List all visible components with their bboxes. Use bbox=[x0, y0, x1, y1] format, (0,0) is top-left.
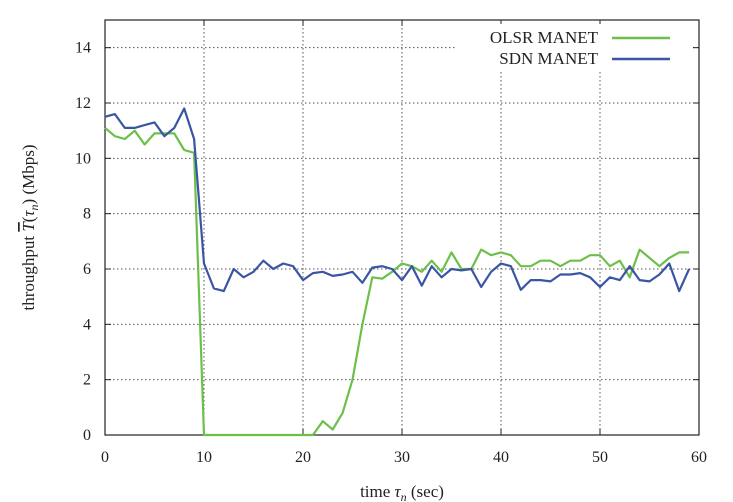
y-tick-label: 4 bbox=[83, 316, 91, 333]
y-title-unit: ) (Mbps) bbox=[19, 144, 38, 204]
axis-ticks: 0 10 20 30 40 50 60 0 2 4 6 8 10 12 14 bbox=[75, 20, 707, 466]
series-lines bbox=[104, 107, 691, 437]
legend: OLSR MANET SDN MANET bbox=[455, 24, 693, 72]
x-tick-label: 0 bbox=[101, 449, 109, 466]
series-line-olsr-manet bbox=[104, 127, 690, 437]
x-tick-label: 30 bbox=[394, 449, 410, 466]
y-axis-title: throughput T(τn) (Mbps) bbox=[19, 144, 41, 310]
y-tick-label: 10 bbox=[75, 150, 91, 167]
x-title-word: time bbox=[360, 482, 394, 501]
x-tick-label: 50 bbox=[592, 449, 608, 466]
x-title-tau: τ bbox=[395, 482, 402, 501]
x-tick-label: 60 bbox=[691, 449, 707, 466]
series-line-sdn-manet bbox=[104, 107, 691, 293]
legend-label-sdn-manet: SDN MANET bbox=[499, 49, 598, 68]
grid-lines bbox=[105, 20, 699, 435]
x-title-unit: (sec) bbox=[407, 482, 444, 501]
x-tick-label: 20 bbox=[295, 449, 311, 466]
y-title-tau: τ bbox=[19, 210, 38, 217]
y-tick-label: 2 bbox=[83, 372, 91, 389]
x-tick-label: 10 bbox=[196, 449, 212, 466]
y-tick-label: 8 bbox=[83, 206, 91, 223]
y-tick-label: 14 bbox=[75, 40, 91, 57]
y-title-t: T bbox=[19, 221, 38, 232]
legend-label-olsr-manet: OLSR MANET bbox=[490, 28, 599, 47]
legend-background bbox=[455, 24, 693, 72]
x-axis-title: time τn (sec) bbox=[360, 482, 444, 502]
y-tick-label: 0 bbox=[83, 427, 91, 444]
y-title-word: throughput bbox=[19, 232, 38, 311]
x-tick-label: 40 bbox=[493, 449, 509, 466]
x-title-sub: n bbox=[401, 490, 407, 502]
y-tick-label: 12 bbox=[75, 95, 91, 112]
y-title-paren-open: ( bbox=[19, 216, 38, 222]
y-tick-label: 6 bbox=[83, 261, 91, 278]
y-title-sub: n bbox=[27, 204, 41, 210]
